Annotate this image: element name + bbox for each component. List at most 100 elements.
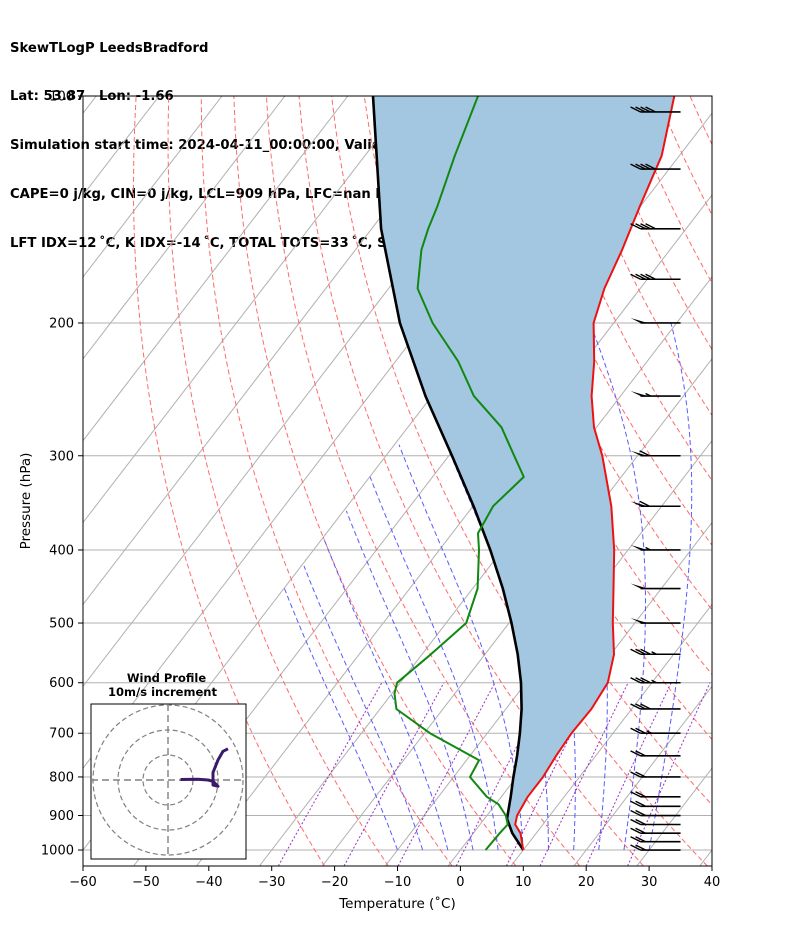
barb-full [640, 703, 651, 710]
barb-full [640, 677, 651, 684]
wind-barb [630, 818, 681, 826]
barb-full [630, 677, 641, 684]
dry-adiabat [200, 96, 453, 866]
barb-half [645, 392, 651, 397]
wind-barb [630, 618, 681, 624]
barb-full [645, 163, 656, 170]
wind-barb [630, 391, 681, 397]
barb-full [645, 273, 656, 280]
barb-full [630, 791, 641, 798]
barb-flag [630, 317, 648, 323]
barb-full [635, 223, 646, 230]
moist-adiabat [345, 510, 474, 851]
title-line-2: Lat: 53.87 Lon: -1.66 [10, 89, 174, 105]
barb-full [645, 106, 656, 113]
hodograph-title: Wind Profile [127, 671, 207, 685]
y-axis-label: Pressure (hPa) [18, 453, 34, 550]
dewpoint-line [393, 96, 525, 851]
mixing-ratio-line [397, 682, 496, 866]
barb-full [630, 844, 641, 851]
isotherm-line [384, 439, 712, 866]
isotherm-line [83, 96, 286, 360]
isotherm-line [83, 96, 223, 278]
x-tick-label: 10 [515, 875, 532, 890]
dry-adiabat [656, 96, 712, 216]
isotherm-line [573, 685, 712, 866]
mixing-ratio-line [343, 682, 445, 866]
barb-full [630, 809, 641, 817]
hodograph-body [91, 704, 246, 859]
x-tick-label: −60 [69, 875, 96, 890]
moist-adiabat [369, 476, 499, 851]
barb-half [646, 730, 652, 734]
barb-full [635, 818, 646, 826]
barb-full [645, 223, 656, 230]
wind-barb [630, 844, 681, 851]
barb-full [635, 677, 646, 684]
hodograph-subtitle: 10m/s increment [108, 685, 217, 699]
barb-half [651, 679, 657, 684]
parcel-profile-line [371, 96, 525, 851]
x-tick-label: −40 [195, 875, 222, 890]
y-tick-label: 300 [49, 449, 74, 464]
y-tick-label: 800 [49, 770, 74, 785]
dry-adiabat [233, 96, 517, 866]
barb-half [651, 651, 657, 655]
barb-full [630, 800, 641, 807]
dry-adiabat [331, 96, 708, 866]
isotherm-line [83, 96, 475, 606]
wind-barb [630, 727, 681, 735]
barb-flag [630, 544, 648, 550]
barb-full [630, 163, 641, 170]
barb-full [635, 771, 646, 778]
barb-flag [630, 618, 648, 624]
x-axis-label: Temperature (˚C) [338, 895, 456, 912]
wind-barb [630, 771, 681, 778]
cin-shaded-area [373, 96, 675, 850]
x-tick-label: 40 [704, 875, 721, 890]
barb-full [635, 703, 646, 710]
y-tick-label: 1000 [41, 844, 74, 859]
isotherm-line [83, 96, 97, 115]
barb-full [640, 106, 651, 113]
x-tick-label: 20 [578, 875, 595, 890]
barb-full [640, 648, 651, 655]
title-line-1: SkewTLogP LeedsBradford [10, 40, 209, 56]
barb-full [635, 836, 646, 843]
barb-flag [630, 501, 648, 507]
wind-barb [630, 544, 681, 551]
x-tick-label: −10 [384, 875, 411, 890]
wind-barb [630, 791, 681, 798]
barb-flag [630, 391, 648, 397]
wind-barb [630, 450, 681, 457]
barb-flag [630, 583, 648, 589]
barb-full [639, 500, 650, 507]
wind-barb [630, 648, 681, 656]
mixing-ratio-line [455, 682, 550, 866]
barb-full [630, 648, 641, 655]
barb-full [635, 791, 646, 798]
x-tick-label: −50 [132, 875, 159, 890]
barb-full [635, 727, 646, 734]
isotherm-line [321, 358, 712, 866]
dry-adiabat [265, 96, 581, 866]
barb-full [630, 703, 641, 710]
y-tick-label: 900 [49, 809, 74, 824]
moist-adiabat [284, 588, 398, 851]
y-tick-label: 600 [49, 676, 74, 691]
isotherm-line [510, 603, 712, 866]
x-tick-label: 0 [456, 875, 464, 890]
dry-adiabat [755, 96, 794, 866]
mixing-ratio-line [539, 682, 629, 866]
wind-barb [630, 583, 681, 590]
dry-adiabat [167, 96, 389, 866]
barb-full [640, 273, 651, 280]
barb-full [635, 106, 646, 113]
barb-full [630, 106, 641, 113]
y-tick-label: 500 [49, 617, 74, 632]
wind-barb [630, 750, 681, 757]
hodograph-trace [180, 747, 229, 788]
dry-adiabat [624, 96, 712, 284]
temperature-line [514, 96, 676, 851]
